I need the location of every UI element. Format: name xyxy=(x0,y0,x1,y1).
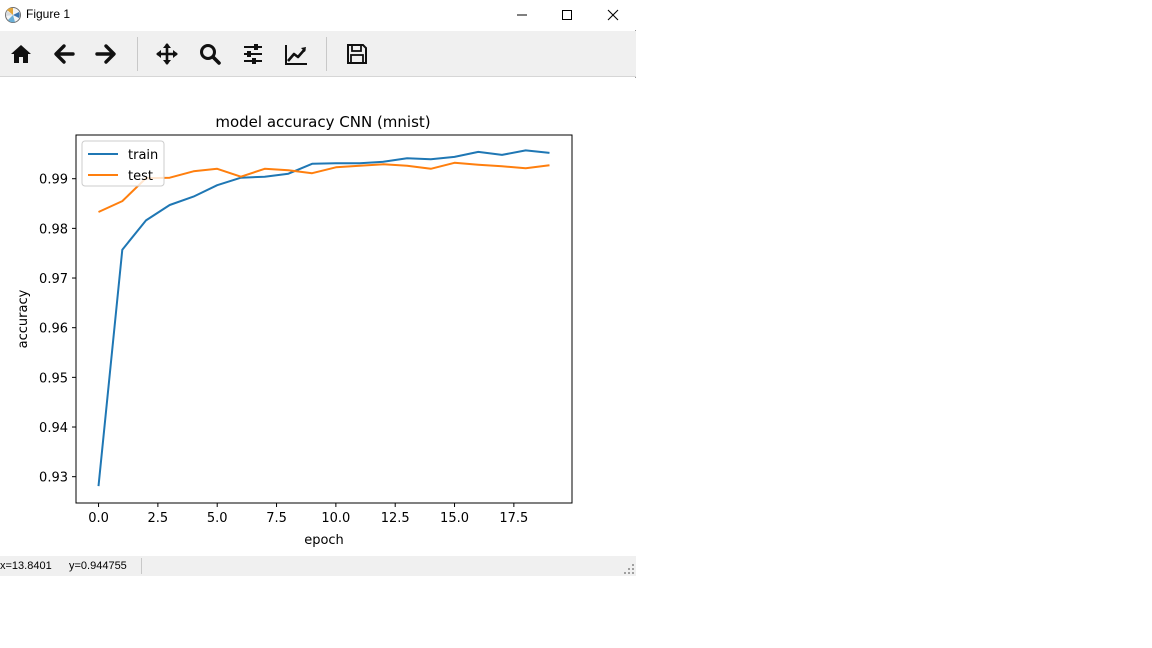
series-line-train xyxy=(97,149,550,487)
window-title: Figure 1 xyxy=(26,7,71,21)
close-button[interactable] xyxy=(590,0,636,30)
arrow-right-icon xyxy=(95,44,116,64)
status-separator xyxy=(141,558,142,574)
x-axis: 0.0 2.5 5.0 7.5 10.0 12.5 15.0 17.5 xyxy=(88,503,528,526)
home-button[interactable] xyxy=(5,39,37,69)
zoom-button[interactable] xyxy=(194,39,226,69)
title-bar[interactable]: Figure 1 xyxy=(0,0,636,30)
save-button[interactable] xyxy=(341,39,373,69)
y-tick-label: 0.94 xyxy=(39,421,68,436)
plot-lines xyxy=(97,149,550,487)
y-tick-label: 0.99 xyxy=(39,173,68,188)
x-tick-label: 7.5 xyxy=(266,511,287,526)
status-bar: x=13.8401 y=0.944755 xyxy=(0,556,636,576)
minimize-icon xyxy=(517,14,527,16)
x-tick-label: 12.5 xyxy=(381,511,410,526)
x-tick-label: 10.0 xyxy=(321,511,350,526)
matplotlib-logo-icon xyxy=(5,7,21,23)
y-tick-label: 0.95 xyxy=(39,371,68,386)
maximize-icon xyxy=(562,10,572,20)
pan-button[interactable] xyxy=(151,39,183,69)
accuracy-chart[interactable]: model accuracy CNN (mnist) 0.0 2.5 5.0 7.5 1… xyxy=(0,78,636,556)
forward-button[interactable] xyxy=(90,39,122,69)
maximize-button[interactable] xyxy=(544,0,590,30)
figure-canvas[interactable]: model accuracy CNN (mnist) 0.0 2.5 5.0 7.5 1… xyxy=(0,78,636,556)
series-line-test xyxy=(98,161,550,213)
move-icon xyxy=(156,43,178,65)
resize-grip-icon[interactable] xyxy=(624,564,634,574)
legend-label-test: test xyxy=(128,169,153,184)
legend: train test xyxy=(81,140,165,187)
y-tick-label: 0.93 xyxy=(39,471,68,486)
x-tick-label: 15.0 xyxy=(440,511,469,526)
floppy-disk-icon xyxy=(347,44,367,64)
y-tick-label: 0.98 xyxy=(39,222,68,237)
x-tick-label: 0.0 xyxy=(88,511,109,526)
chart-title: model accuracy CNN (mnist) xyxy=(215,113,430,131)
x-tick-label: 17.5 xyxy=(499,511,528,526)
subplots-button[interactable] xyxy=(237,39,269,69)
home-icon xyxy=(11,45,31,63)
x-axis-label: epoch xyxy=(304,533,344,548)
close-icon xyxy=(607,9,619,21)
legend-label-train: train xyxy=(128,148,158,163)
toolbar-separator xyxy=(326,37,327,71)
x-tick-label: 5.0 xyxy=(207,511,228,526)
toolbar-separator xyxy=(137,37,138,71)
cursor-x-readout: x=13.8401 xyxy=(0,560,52,572)
x-tick-label: 2.5 xyxy=(148,511,169,526)
figure-window: Figure 1 xyxy=(0,0,636,576)
cursor-y-readout: y=0.944755 xyxy=(69,560,127,572)
y-axis-label: accuracy xyxy=(16,289,31,348)
y-tick-label: 0.96 xyxy=(39,322,68,337)
magnifier-icon xyxy=(200,44,221,65)
minimize-button[interactable] xyxy=(499,0,545,30)
sliders-icon xyxy=(244,44,262,64)
navigation-toolbar xyxy=(0,31,636,77)
y-tick-label: 0.97 xyxy=(39,272,68,287)
back-button[interactable] xyxy=(48,39,80,69)
chart-line-icon xyxy=(285,45,307,65)
y-axis: 0.93 0.94 0.95 0.96 0.97 0.98 0.99 xyxy=(39,173,76,486)
arrow-left-icon xyxy=(54,44,75,64)
axes-frame xyxy=(75,134,573,504)
edit-axes-button[interactable] xyxy=(280,39,312,69)
